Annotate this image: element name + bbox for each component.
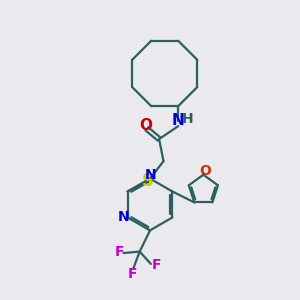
Text: N: N bbox=[118, 210, 130, 224]
Text: O: O bbox=[139, 118, 152, 133]
Text: F: F bbox=[114, 245, 124, 260]
Text: F: F bbox=[152, 258, 161, 272]
Text: O: O bbox=[199, 164, 211, 178]
Text: H: H bbox=[182, 112, 194, 126]
Text: N: N bbox=[172, 113, 184, 128]
Text: N: N bbox=[145, 168, 156, 182]
Text: S: S bbox=[142, 172, 154, 190]
Text: F: F bbox=[128, 267, 137, 281]
